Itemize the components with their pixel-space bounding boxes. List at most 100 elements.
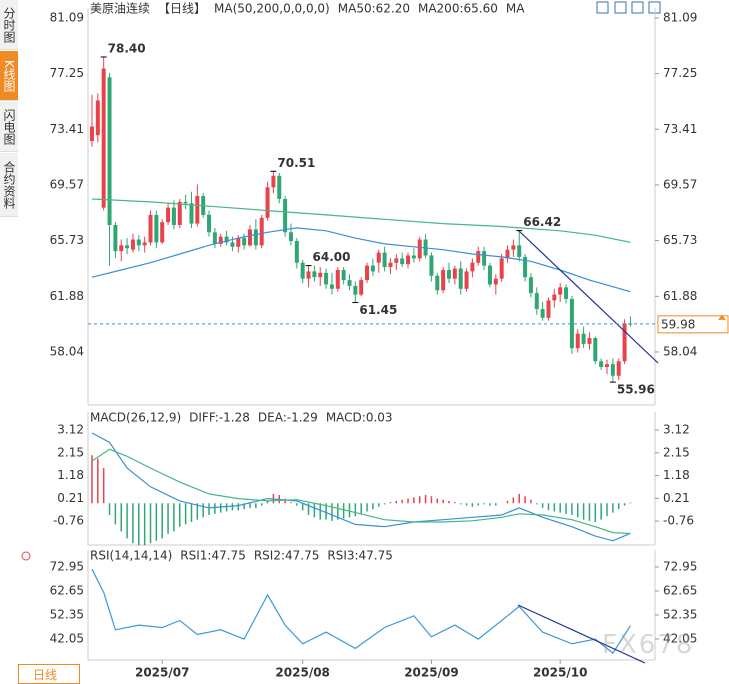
candle-body: [429, 255, 434, 276]
y-tick-label-right: 61.88: [663, 289, 697, 303]
trend-line: [517, 229, 659, 364]
candle-body: [376, 252, 381, 263]
highlight-label: 78.40: [108, 41, 146, 55]
candle-body: [253, 229, 258, 246]
candle-body: [130, 239, 135, 250]
y-tick-label-right: 69.57: [663, 177, 697, 191]
price-arrow: [718, 314, 726, 320]
tab[interactable]: K线图: [0, 51, 18, 101]
y-tick-label-right: 72.95: [663, 560, 697, 574]
candle-body: [288, 232, 293, 241]
header-label: MA: [506, 2, 525, 16]
y-tick-label: 69.57: [50, 177, 84, 191]
period-button[interactable]: 日线: [18, 664, 80, 684]
x-tick-label: 2025/08: [275, 666, 329, 680]
candle-body: [265, 187, 270, 218]
candle-body: [394, 258, 399, 263]
candle-body: [142, 242, 147, 246]
candle-body: [148, 214, 153, 243]
candle-body: [487, 265, 492, 285]
candle-body: [482, 251, 487, 266]
candle-body: [347, 280, 352, 286]
candle-body: [277, 175, 282, 199]
y-tick-label-right: 81.09: [663, 10, 697, 24]
candle-body: [107, 77, 112, 226]
header-label: RSI2:47.75: [254, 549, 320, 563]
y-tick-label: 58.04: [50, 344, 84, 358]
y-tick-label-right: 0.21: [663, 491, 690, 505]
settings-icon: [21, 551, 31, 561]
highlight-label: 66.42: [523, 215, 561, 229]
icon[interactable]: [596, 1, 609, 14]
header-label: MA50:62.20: [338, 2, 410, 16]
candle-body: [558, 287, 563, 295]
candle-body: [89, 126, 94, 142]
y-tick-label: 62.65: [50, 584, 84, 598]
y-tick-label: 52.35: [50, 608, 84, 622]
candle-body: [593, 338, 598, 362]
candle-body: [365, 265, 370, 281]
icon[interactable]: [614, 1, 627, 14]
candle-body: [271, 175, 276, 188]
candle-body: [616, 361, 621, 376]
highlight-label: 64.00: [313, 250, 351, 264]
candle-body: [587, 338, 592, 344]
candle-body: [382, 252, 387, 268]
tab[interactable]: 分时图: [0, 0, 18, 50]
y-tick-label: 2.15: [57, 445, 84, 459]
candle-body: [136, 239, 141, 246]
candle-body: [195, 196, 200, 224]
candle-body: [452, 268, 457, 279]
candle-body: [517, 245, 522, 257]
price-tag: [657, 315, 729, 334]
watermark: FX678: [602, 630, 695, 660]
candle-body: [540, 309, 545, 318]
y-tick-label: 3.12: [57, 423, 84, 437]
header-label: MACD(26,12,9): [90, 411, 181, 425]
candle-body: [189, 203, 194, 224]
toolbar-icons: [596, 1, 661, 14]
y-tick-label: 42.05: [50, 632, 84, 646]
candle-body: [259, 217, 264, 246]
candle-body: [177, 201, 182, 226]
candle-body: [171, 207, 176, 226]
y-tick-label: 72.95: [50, 560, 84, 574]
trend-line: [517, 604, 646, 664]
candle-body: [493, 278, 498, 285]
indicator-line: [91, 568, 631, 654]
candle-body: [283, 198, 288, 233]
header-label: RSI1:47.75: [180, 549, 246, 563]
candle-body: [113, 225, 118, 252]
candle-body: [511, 245, 516, 250]
candle-body: [95, 100, 100, 136]
candle-body: [564, 287, 569, 299]
candle-body: [441, 269, 446, 291]
y-tick-label-right: 3.12: [663, 423, 690, 437]
y-tick-label: 73.41: [50, 122, 84, 136]
header-label: MACD:0.03: [326, 411, 393, 425]
y-tick-label-right: 58.04: [663, 344, 697, 358]
indicator-line: [91, 448, 631, 535]
icon[interactable]: [631, 1, 644, 14]
x-tick-label: 2025/10: [533, 666, 587, 680]
candle-body: [242, 238, 247, 246]
candle-body: [610, 364, 615, 376]
candle-body: [224, 236, 229, 243]
candle-body: [101, 68, 106, 208]
candle-body: [458, 268, 463, 289]
candle-body: [435, 275, 440, 291]
tab[interactable]: 闪电图: [0, 102, 18, 152]
candle-body: [388, 262, 393, 268]
candle-body: [417, 239, 422, 259]
candle-body: [476, 251, 481, 263]
candle-body: [230, 242, 235, 247]
x-tick-label: 2025/07: [135, 666, 189, 680]
candle-body: [335, 269, 340, 289]
y-tick-label-right: 2.15: [663, 445, 690, 459]
tab[interactable]: 合约资料: [0, 153, 18, 217]
candle-body: [605, 364, 610, 368]
candle-body: [546, 300, 551, 318]
candle-body: [218, 236, 223, 244]
